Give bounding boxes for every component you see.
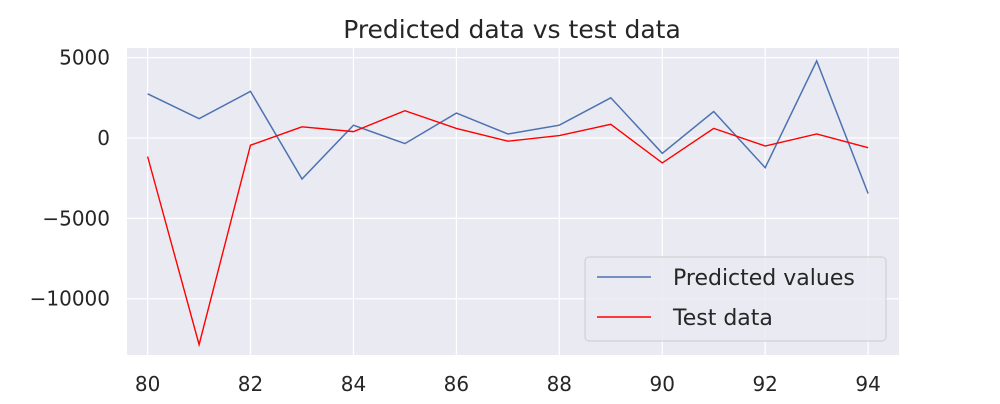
x-tick-label: 90 <box>650 372 675 396</box>
x-tick-label: 88 <box>547 372 572 396</box>
axes: 80 82 84 86 88 90 92 94 5000 0 −5000 −10000 <box>30 46 881 396</box>
y-tick-label: 5000 <box>59 46 110 70</box>
y-tick-label: 0 <box>97 126 110 150</box>
series-line-test-data <box>146 109 869 348</box>
x-tick-label: 94 <box>855 372 880 396</box>
legend-label: Test data <box>672 306 773 331</box>
grid <box>127 48 899 355</box>
y-tick-label: −5000 <box>42 206 110 230</box>
legend-box <box>584 256 887 342</box>
y-tick-label: −10000 <box>30 287 110 311</box>
x-tick-label: 84 <box>341 372 366 396</box>
legend: Predicted values Test data <box>584 256 887 342</box>
x-tick-label: 80 <box>135 372 160 396</box>
series <box>146 59 869 348</box>
x-tick-label: 92 <box>752 372 777 396</box>
series-line-predicted-values <box>147 59 869 194</box>
legend-label: Predicted values <box>673 266 855 291</box>
x-tick-label: 86 <box>444 372 469 396</box>
x-tick-label: 82 <box>238 372 263 396</box>
chart-title: Predicted data vs test data <box>343 15 681 44</box>
